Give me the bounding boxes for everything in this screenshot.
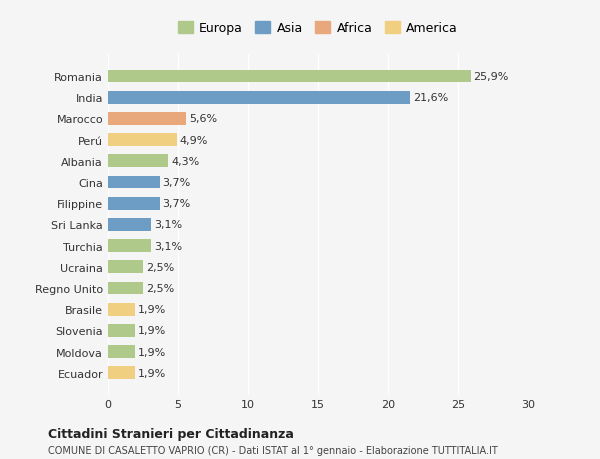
Text: 2,5%: 2,5% <box>146 283 174 293</box>
Text: 3,7%: 3,7% <box>163 199 191 209</box>
Text: 5,6%: 5,6% <box>189 114 217 124</box>
Bar <box>108 240 151 252</box>
Bar <box>108 176 160 189</box>
Bar <box>108 303 134 316</box>
Text: 1,9%: 1,9% <box>137 304 166 314</box>
Bar <box>108 197 160 210</box>
Text: 4,9%: 4,9% <box>179 135 208 146</box>
Bar <box>108 346 134 358</box>
Bar <box>108 134 176 147</box>
Text: 1,9%: 1,9% <box>137 326 166 336</box>
Bar <box>108 261 143 274</box>
Bar <box>108 367 134 379</box>
Text: COMUNE DI CASALETTO VAPRIO (CR) - Dati ISTAT al 1° gennaio - Elaborazione TUTTIT: COMUNE DI CASALETTO VAPRIO (CR) - Dati I… <box>48 445 498 455</box>
Bar <box>108 92 410 104</box>
Legend: Europa, Asia, Africa, America: Europa, Asia, Africa, America <box>173 17 463 40</box>
Bar <box>108 282 143 295</box>
Bar <box>108 113 187 125</box>
Text: 25,9%: 25,9% <box>473 72 509 82</box>
Text: 1,9%: 1,9% <box>137 368 166 378</box>
Text: 2,5%: 2,5% <box>146 262 174 272</box>
Text: 3,7%: 3,7% <box>163 178 191 188</box>
Text: 3,1%: 3,1% <box>154 241 182 251</box>
Bar <box>108 325 134 337</box>
Bar <box>108 71 470 83</box>
Text: 3,1%: 3,1% <box>154 220 182 230</box>
Text: 1,9%: 1,9% <box>137 347 166 357</box>
Text: 4,3%: 4,3% <box>171 157 199 167</box>
Bar <box>108 155 168 168</box>
Text: Cittadini Stranieri per Cittadinanza: Cittadini Stranieri per Cittadinanza <box>48 427 294 440</box>
Text: 21,6%: 21,6% <box>413 93 448 103</box>
Bar <box>108 218 151 231</box>
